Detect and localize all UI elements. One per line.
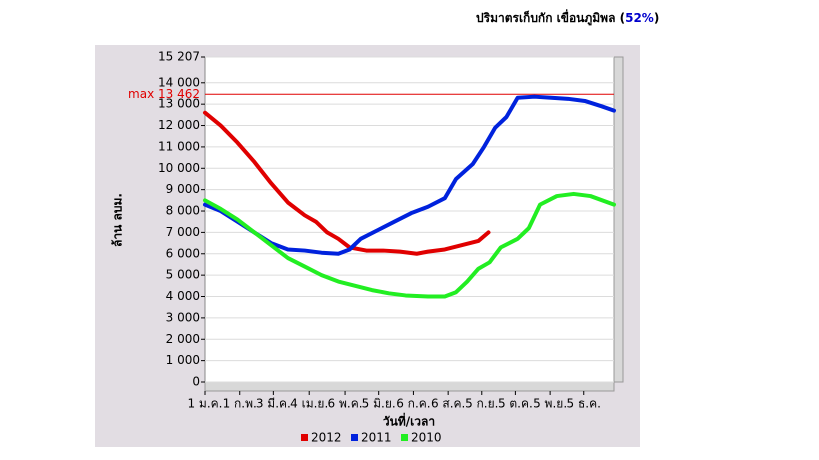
y-tick-label: 0 — [192, 375, 200, 389]
series-line — [203, 110, 491, 256]
y-tick-label: 5 000 — [166, 268, 200, 282]
legend-label: 2010 — [411, 431, 442, 445]
y-tick-label: 11 000 — [158, 139, 200, 153]
x-tick-label: 5 ก.ย. — [465, 397, 498, 411]
y-tick-label: 15 207 — [158, 50, 200, 64]
legend-label: 2012 — [311, 431, 342, 445]
series-line — [203, 94, 616, 256]
series-line — [203, 191, 616, 299]
x-tick-label: 6 ก.ค. — [396, 397, 430, 411]
y-tick-label: 6 000 — [166, 246, 200, 260]
title-text: ปริมาตรเก็บกัก เขื่อนภูมิพล ( — [476, 9, 625, 26]
y-tick-label: 13 000 — [158, 97, 200, 111]
y-axis-label: ล้าน ลบม. — [111, 193, 125, 247]
x-tick-label: 5 พ.ย. — [533, 397, 567, 411]
x-tick-label: 5 ธ.ค. — [567, 397, 601, 411]
x-tick-label: 6 พ.ค. — [328, 397, 363, 411]
x-tick-label: 5 มิ.ย. — [362, 397, 396, 411]
y-tick-label: 12 000 — [158, 118, 200, 132]
y-tick-label: 10 000 — [158, 161, 200, 175]
legend-swatch — [401, 434, 408, 441]
y-tick-label: 3 000 — [166, 310, 200, 324]
chart-title: ปริมาตรเก็บกัก เขื่อนภูมิพล (52%) — [476, 9, 659, 26]
x-tick-label: 3 มี.ค. — [256, 397, 291, 411]
y-tick-label: 7 000 — [166, 225, 200, 239]
x-axis-label: วันที่/เวลา — [383, 413, 435, 429]
x-tick-label: 5 ต.ค. — [498, 397, 533, 411]
y-tick-label: 14 000 — [158, 75, 200, 89]
legend: 2012 2011 2010 — [301, 431, 442, 445]
y-tick-label: 9 000 — [166, 182, 200, 196]
legend-swatch — [301, 434, 308, 441]
x-tick-label: 6 ส.ค. — [431, 397, 465, 411]
legend-label: 2011 — [361, 431, 392, 445]
x-tick-label: 4 เม.ย. — [290, 397, 328, 411]
x-tick-label: 1 ม.ค. — [187, 397, 222, 411]
y-tick-label: 4 000 — [166, 289, 200, 303]
legend-swatch — [351, 434, 358, 441]
v-scrollbar[interactable] — [613, 56, 624, 383]
title-percent: 52% — [625, 11, 654, 25]
y-tick-label: 1 000 — [166, 353, 200, 367]
y-tick-label: 8 000 — [166, 204, 200, 218]
h-scrollbar[interactable] — [204, 381, 615, 392]
plot-area — [204, 56, 615, 383]
y-tick-label: 2 000 — [166, 332, 200, 346]
title-text: ) — [654, 11, 659, 25]
max-label: max 13 462 — [128, 87, 200, 101]
x-tick-label: 1 ก.พ. — [223, 397, 257, 411]
